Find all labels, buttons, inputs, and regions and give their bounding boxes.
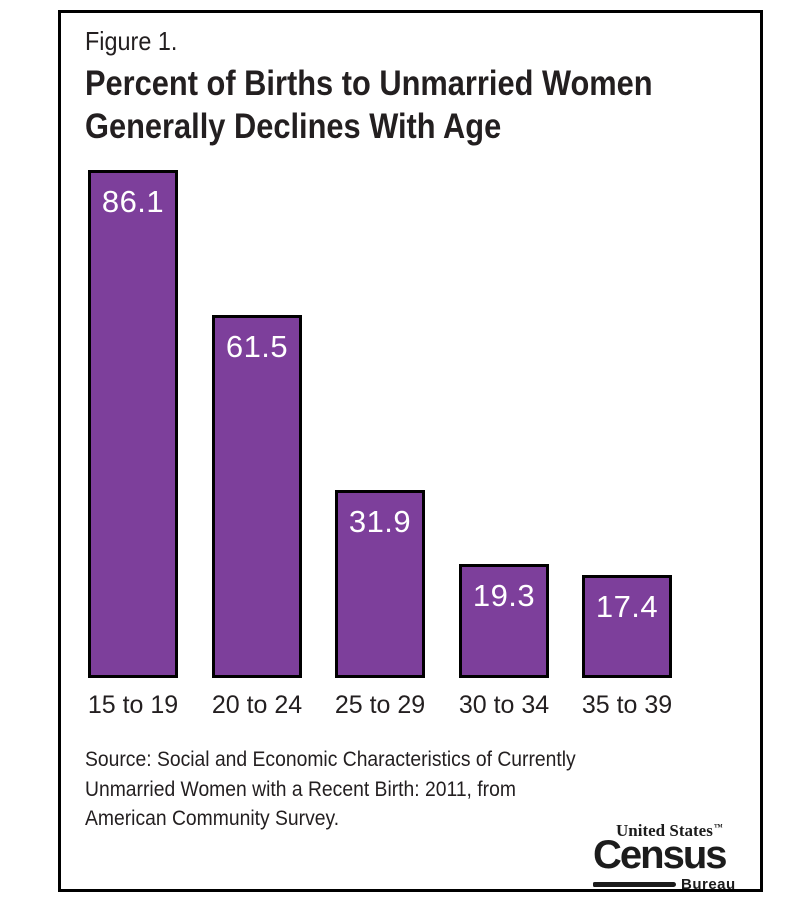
bar-group: 19.3 30 to 34	[459, 168, 549, 719]
x-axis-label: 35 to 39	[581, 691, 673, 719]
logo-united-states-label: United States	[616, 821, 713, 840]
figure-number-label: Figure 1.	[85, 26, 178, 56]
x-axis-label: 20 to 24	[211, 691, 303, 719]
bar-value-label: 17.4	[595, 589, 659, 624]
source-line-3: American Community Survey.	[85, 807, 340, 830]
x-axis-label: 25 to 29	[334, 691, 426, 719]
census-bureau-logo: United States™ Census Bureau	[593, 819, 735, 893]
logo-bureau-text: Bureau	[681, 876, 736, 893]
bar-group: 17.4 35 to 39	[582, 168, 672, 719]
bar: 86.1	[88, 170, 178, 678]
logo-census-wordmark: Census	[593, 833, 728, 877]
bar-value-label: 19.3	[472, 578, 536, 613]
source-line-2: Unmarried Women with a Recent Birth: 201…	[85, 777, 516, 801]
source-note: Source: Social and Economic Characterist…	[85, 745, 618, 834]
bar-group: 86.1 15 to 19	[88, 168, 178, 719]
figure-frame: Figure 1. Percent of Births to Unmarried…	[58, 10, 763, 893]
chart-title-line-1: Percent of Births to Unmarried Women	[85, 64, 653, 103]
bar: 61.5	[212, 315, 302, 678]
trademark-symbol: ™	[713, 822, 723, 832]
bar-group: 31.9 25 to 29	[335, 168, 425, 719]
x-axis-label: 15 to 19	[87, 691, 179, 719]
bar: 31.9	[335, 490, 425, 678]
bars: 86.1 15 to 19 61.5 20 to 24 31.9 25 to 29 19.3…	[88, 168, 738, 719]
bar-group: 61.5 20 to 24	[212, 168, 302, 719]
x-axis-label: 30 to 34	[458, 691, 550, 719]
chart-title: Percent of Births to Unmarried Women Gen…	[85, 62, 730, 148]
bar-value-label: 86.1	[101, 184, 165, 219]
logo-united-states-text: United States™	[616, 819, 727, 839]
bar-value-label: 31.9	[348, 504, 412, 539]
bar: 17.4	[582, 575, 672, 678]
chart-title-line-2: Generally Declines With Age	[85, 107, 502, 146]
title-block: Figure 1. Percent of Births to Unmarried…	[85, 25, 730, 148]
source-line-1: Source: Social and Economic Characterist…	[85, 748, 576, 771]
logo-bottom-row: Bureau	[593, 876, 735, 893]
bar: 19.3	[459, 564, 549, 678]
bar-value-label: 61.5	[225, 329, 289, 364]
logo-horizontal-bar	[593, 882, 676, 887]
